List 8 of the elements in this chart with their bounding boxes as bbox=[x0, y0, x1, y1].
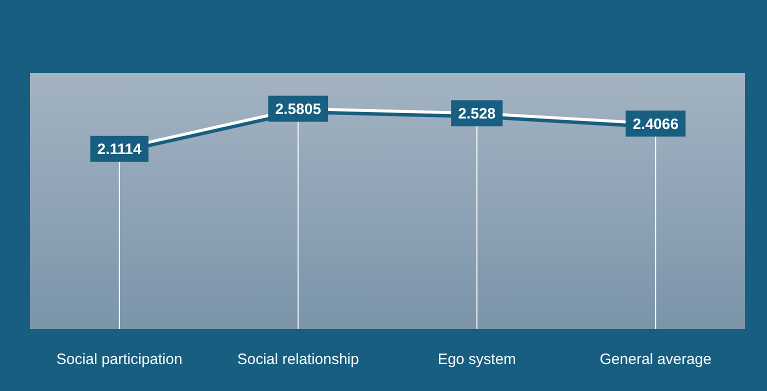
x-tick-label: General average bbox=[600, 351, 712, 368]
data-label: 2.528 bbox=[458, 105, 496, 122]
data-label: 2.5805 bbox=[275, 100, 322, 118]
x-tick-label: Social relationship bbox=[237, 351, 359, 368]
x-tick-label: Social participation bbox=[56, 351, 182, 368]
x-tick-label: Ego system bbox=[438, 351, 516, 368]
data-label: 2.4066 bbox=[632, 116, 679, 133]
data-label: 2.1114 bbox=[97, 140, 142, 158]
